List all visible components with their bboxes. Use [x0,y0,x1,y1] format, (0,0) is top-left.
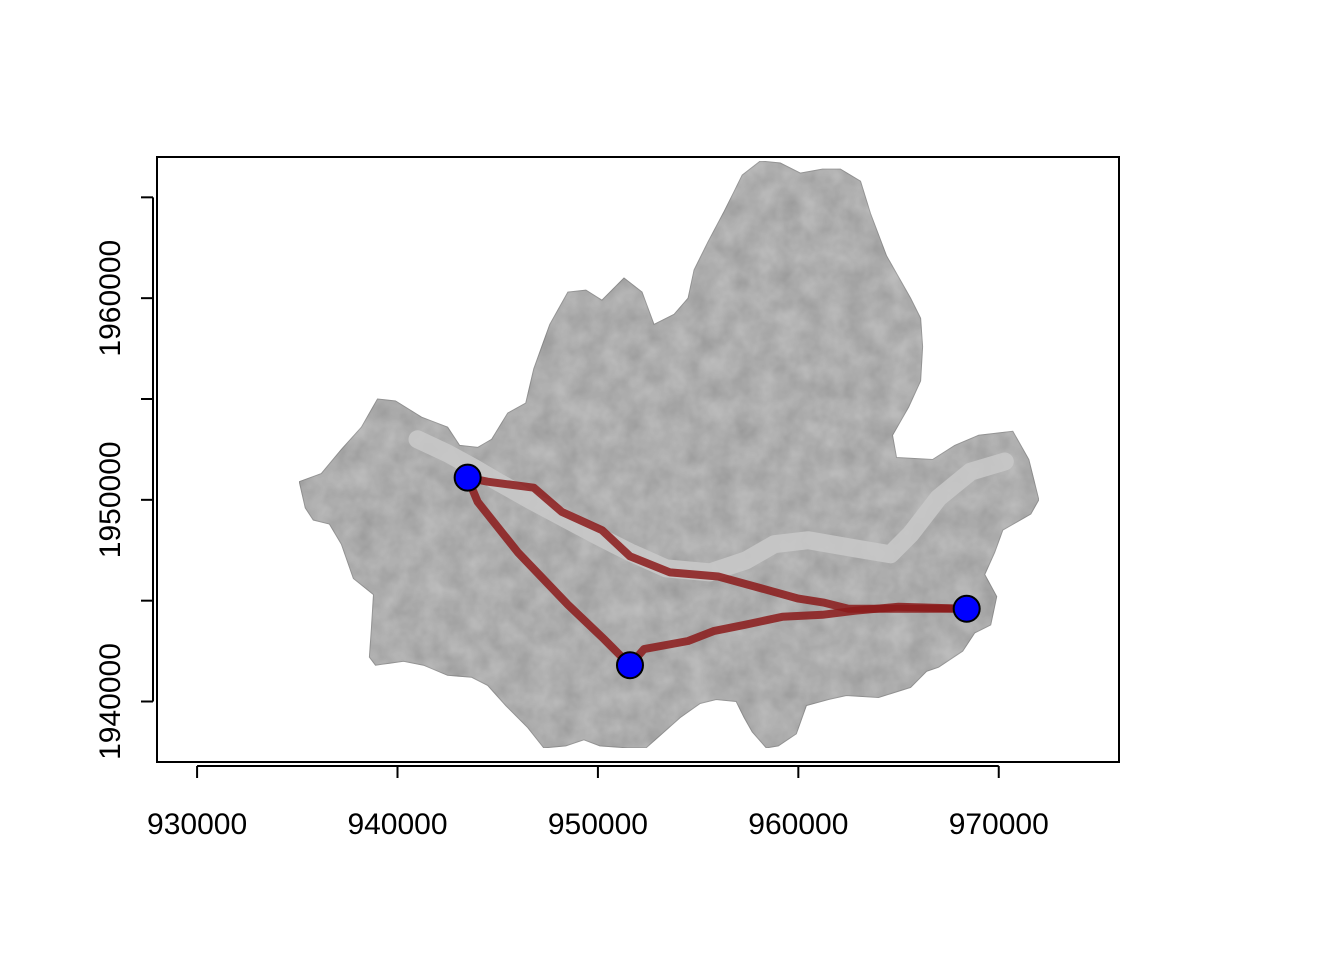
y-tick-label: 1950000 [94,441,127,558]
y-tick-label: 1960000 [94,240,127,357]
x-ticks: 930000 940000 950000 960000 970000 [147,766,1049,841]
y-ticks: 1940000 1950000 1960000 [94,196,153,760]
x-tick-label: 940000 [347,808,447,841]
y-tick-label: 1940000 [94,643,127,760]
x-tick-label: 970000 [949,808,1049,841]
route-1 [463,473,971,613]
seoul-relief-area [298,160,1040,749]
location-point-3 [952,594,981,623]
y-axis: 1940000 1950000 1960000 [94,196,154,760]
x-tick-label: 950000 [548,808,648,841]
x-axis: 930000 940000 950000 960000 970000 [147,765,1049,841]
points-layer [453,463,981,680]
location-point-2 [615,651,644,680]
x-tick-label: 960000 [748,808,848,841]
map-layer [298,160,1040,749]
route-2 [463,473,634,670]
x-tick-label: 930000 [147,808,247,841]
location-point-1 [453,463,482,492]
routes-layer [463,473,971,670]
route-3 [626,602,971,670]
plot-frame [156,156,1120,763]
